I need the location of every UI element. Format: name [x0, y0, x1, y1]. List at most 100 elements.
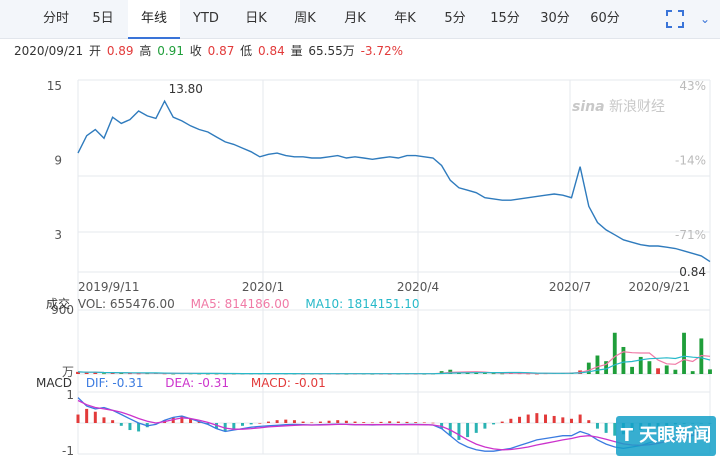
volume-bar — [500, 373, 505, 375]
macd-bar — [266, 421, 270, 423]
volume-label: 量 — [290, 44, 303, 58]
tab-year[interactable]: 年线 — [128, 0, 180, 39]
pct-y-tick: 43% — [679, 79, 706, 93]
dea-line — [77, 399, 711, 451]
volume-bar — [708, 369, 712, 374]
x-tick: 2020/4 — [397, 280, 439, 294]
volume-legend: 成交 VOL: 655476.00 MA5: 814186.00 MA10: 1… — [46, 295, 420, 312]
macd-bar — [587, 420, 591, 423]
volume-bar — [439, 371, 444, 374]
open-value: 0.89 — [106, 44, 134, 58]
macd-bar — [466, 423, 470, 438]
volume-bar — [84, 372, 89, 374]
macd-bar — [578, 414, 582, 423]
macd-bar — [249, 423, 253, 425]
macd-bar — [569, 418, 573, 423]
tab-15min[interactable]: 15分 — [490, 11, 520, 26]
ma5-legend: MA5: 814186.00 — [190, 297, 290, 311]
price-line — [77, 99, 711, 263]
volume-bar — [630, 366, 635, 374]
tab-daily-k[interactable]: 日K — [245, 11, 267, 26]
volume-bar — [656, 368, 660, 374]
last-annotation: 0.84 — [679, 265, 706, 279]
macd-bar — [336, 420, 340, 423]
low-value: 0.84 — [258, 44, 285, 58]
macd-bar — [137, 423, 141, 432]
volume-bar — [491, 373, 496, 375]
macd-bar — [93, 411, 97, 423]
axis-labels: 15 9 3 43% -14% -71% 2019/9/11 2020/1 2020/4 2020… — [47, 79, 706, 458]
macd-bar — [370, 422, 374, 424]
tab-intraday[interactable]: 分时 — [42, 11, 69, 26]
macd-bar — [258, 423, 262, 424]
macd-bar — [344, 420, 348, 423]
tab-ytd[interactable]: YTD — [193, 11, 219, 26]
volume-bar — [638, 356, 643, 374]
sina-logo-icon: sina — [572, 99, 605, 115]
macd-bar — [431, 422, 435, 424]
watermark-text: 新浪财经 — [609, 99, 665, 115]
macd-bar — [414, 422, 418, 423]
macd-bar — [128, 423, 132, 431]
price-panel — [77, 99, 711, 263]
tab-5min[interactable]: 5分 — [444, 11, 466, 26]
macd-legend: MACD DIF: -0.31 DEA: -0.31 MACD: -0.01 — [36, 376, 326, 390]
price-y-tick: 9 — [54, 154, 62, 168]
macd-bar — [353, 421, 357, 423]
macd-bar — [284, 419, 288, 423]
price-y-tick: 15 — [47, 79, 62, 93]
volume-bar — [482, 373, 487, 374]
x-tick: 2019/9/11 — [78, 280, 140, 294]
volume-bar — [76, 371, 80, 374]
volume-bar — [664, 365, 669, 374]
macd-bar — [85, 408, 89, 423]
volume-bar — [604, 361, 609, 374]
macd-bar — [561, 417, 565, 423]
macd-bar — [474, 423, 478, 433]
macd-bar — [509, 418, 513, 423]
high-value: 0.91 — [157, 44, 184, 58]
pct-y-tick: -71% — [675, 228, 706, 242]
max-annotation: 13.80 — [169, 82, 203, 96]
fullscreen-icon[interactable] — [666, 10, 684, 28]
tab-30min[interactable]: 30分 — [540, 11, 570, 26]
volume-panel — [76, 332, 712, 375]
macd-bar — [180, 415, 184, 423]
chevron-down-icon[interactable]: ⌄ — [699, 12, 710, 26]
volume-bar — [595, 355, 600, 374]
macd-y-tick: -1 — [62, 444, 74, 458]
tab-yearly-k[interactable]: 年K — [394, 11, 416, 26]
tab-60min[interactable]: 60分 — [590, 11, 620, 26]
open-label: 开 — [89, 44, 102, 58]
tab-weekly-k[interactable]: 周K — [294, 11, 316, 26]
tab-5day[interactable]: 5日 — [92, 11, 114, 26]
corner-logo-text: T 天眼新闻 — [620, 425, 712, 446]
macd-bar — [206, 423, 210, 425]
macd-bar — [483, 423, 487, 429]
tianyan-news-logo: T 天眼新闻 — [616, 416, 716, 456]
macd-bar — [292, 420, 296, 423]
macd-bar — [223, 423, 227, 432]
pct-y-tick: -14% — [675, 154, 706, 168]
macd-bar — [492, 423, 496, 425]
macd-bar — [552, 415, 556, 423]
macd-bar — [526, 414, 530, 423]
tab-monthly-k[interactable]: 月K — [344, 11, 366, 26]
macd-bar — [232, 423, 236, 429]
macd-bar — [613, 423, 617, 436]
close-value: 0.87 — [207, 44, 235, 58]
macd-bar — [388, 421, 392, 423]
stock-chart[interactable]: 15 9 3 43% -14% -71% 2019/9/11 2020/1 2020/4 2020… — [0, 62, 720, 462]
dea-legend: DEA: -0.31 — [165, 376, 230, 390]
dif-legend: DIF: -0.31 — [85, 376, 144, 390]
volume-bar — [647, 361, 652, 374]
volume-bar — [586, 362, 591, 374]
x-tick: 2020/1 — [242, 280, 284, 294]
macd-y-tick: 1 — [66, 388, 74, 402]
ma10-legend: MA10: 1814151.10 — [305, 297, 420, 311]
high-label: 高 — [139, 44, 152, 58]
macd-bar — [197, 421, 201, 423]
macd-bar — [240, 423, 244, 426]
x-tick: 2020/9/21 — [628, 280, 690, 294]
ma10-line — [77, 355, 711, 375]
